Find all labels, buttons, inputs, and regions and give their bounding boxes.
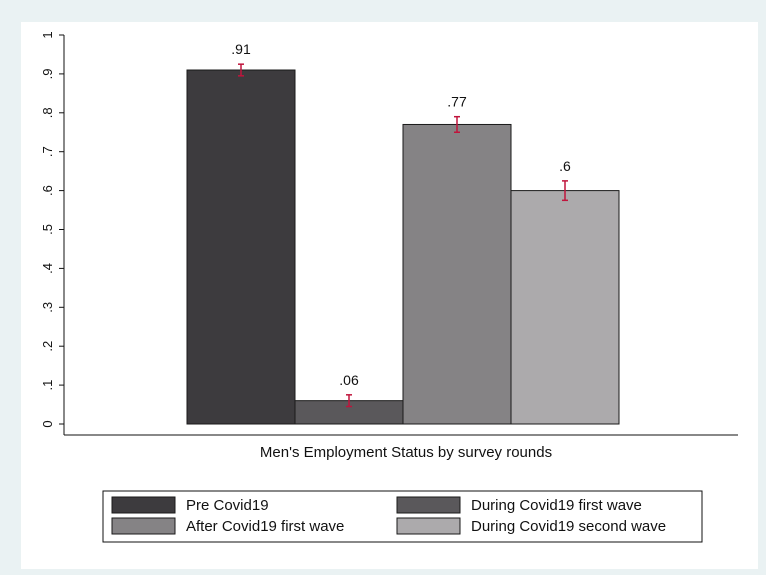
bar xyxy=(186,69,296,425)
y-tick-label: .4 xyxy=(40,263,55,274)
legend-label: During Covid19 second wave xyxy=(471,518,666,535)
y-tick-label: .2 xyxy=(40,341,55,352)
bars-group xyxy=(186,69,620,425)
legend-swatch xyxy=(396,517,461,535)
y-tick-label: .9 xyxy=(40,68,55,79)
data-label: .6 xyxy=(559,158,571,174)
y-tick-label: .1 xyxy=(40,380,55,391)
bar xyxy=(402,123,512,425)
y-tick-label: .5 xyxy=(40,224,55,235)
y-tick-label: 0 xyxy=(40,420,55,427)
y-tick-label: .8 xyxy=(40,107,55,118)
legend-swatch xyxy=(396,496,461,514)
legend-label: Pre Covid19 xyxy=(186,497,269,514)
legend: Pre Covid19 During Covid19 first wave Afte… xyxy=(111,496,666,535)
y-tick-label: 1 xyxy=(40,31,55,38)
y-tick-label: .7 xyxy=(40,146,55,157)
data-labels-group: .91 .06 .77 .6 xyxy=(231,41,571,388)
legend-label: During Covid19 first wave xyxy=(471,497,642,514)
data-label: .77 xyxy=(447,94,467,110)
errorbars-group xyxy=(238,63,568,408)
legend-label: After Covid19 first wave xyxy=(186,518,344,535)
data-label: .06 xyxy=(339,372,359,388)
legend-swatch xyxy=(111,517,176,535)
y-tick-label: .6 xyxy=(40,185,55,196)
data-label: .91 xyxy=(231,41,251,57)
x-axis-title: Men's Employment Status by survey rounds xyxy=(260,444,552,461)
legend-swatch xyxy=(111,496,176,514)
bar xyxy=(510,190,620,425)
y-tick-label: .3 xyxy=(40,302,55,313)
plot-inner xyxy=(64,35,738,435)
y-axis: 0.1.2.3.4.5.6.7.8.91 xyxy=(40,31,738,436)
